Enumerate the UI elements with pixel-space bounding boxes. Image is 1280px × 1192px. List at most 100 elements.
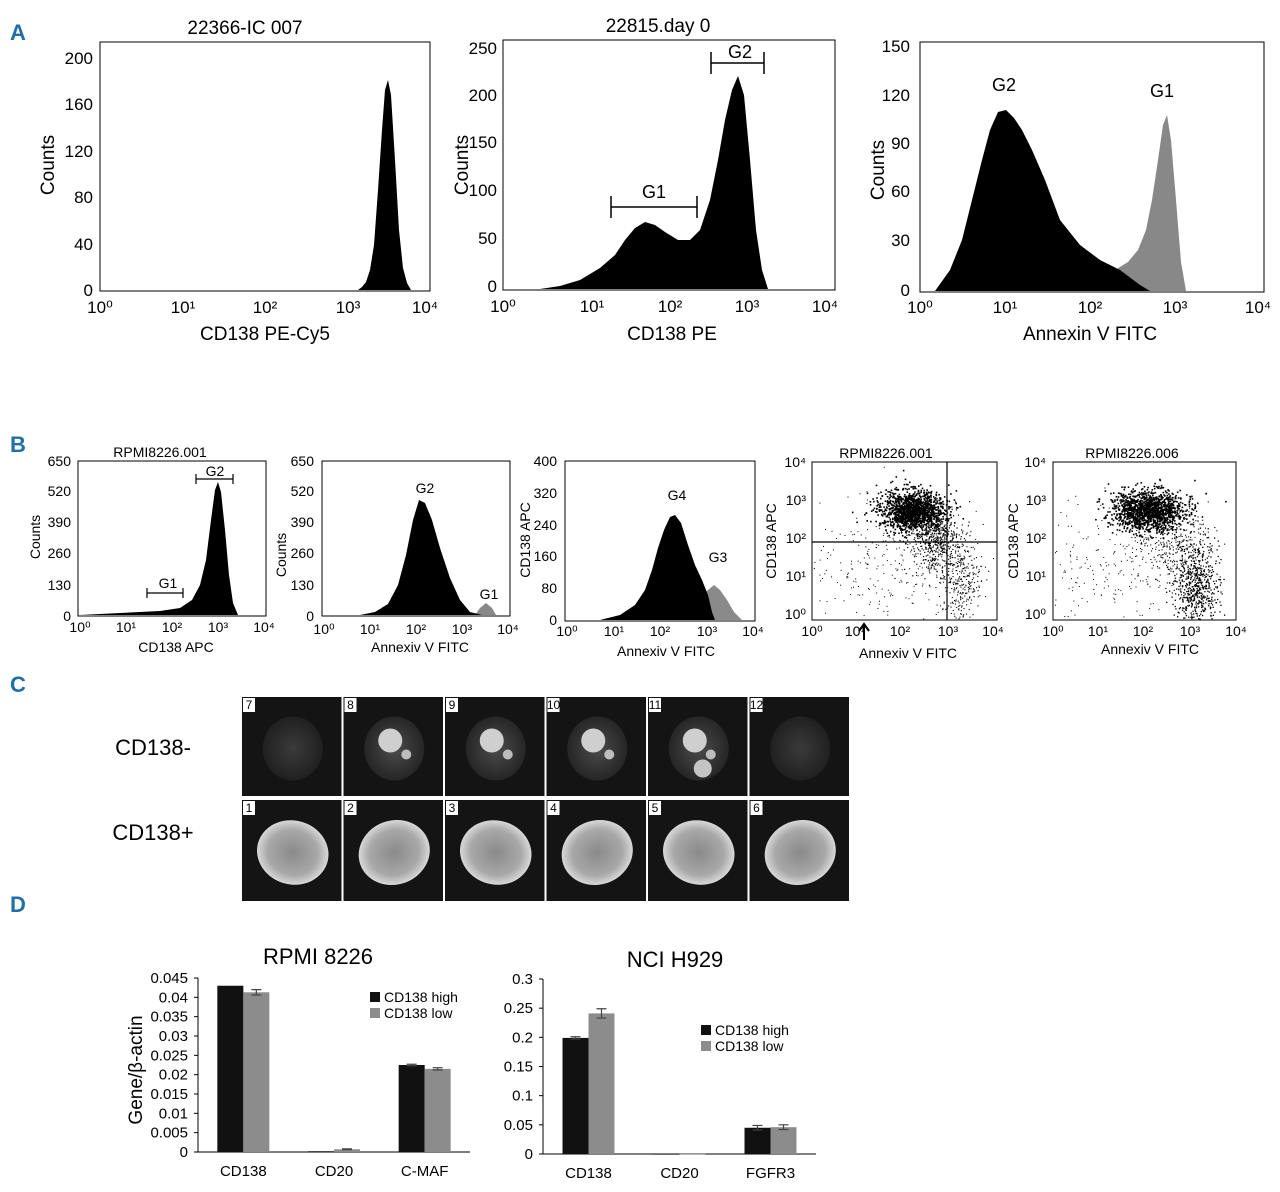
scatter-dot	[1179, 489, 1181, 492]
scatter-dot	[967, 525, 969, 527]
scatter-dot	[952, 548, 954, 551]
scatter-dot	[1147, 522, 1149, 524]
scatter-dot	[957, 550, 959, 552]
scatter-dot	[913, 508, 915, 511]
scatter-dot	[937, 532, 939, 534]
scatter-dot	[905, 483, 908, 486]
scatter-dot	[977, 571, 979, 573]
scatter-dot	[932, 522, 934, 524]
scatter-dot	[956, 587, 958, 589]
scatter-dot	[867, 553, 869, 555]
scatter-dot	[886, 496, 889, 498]
scatter-dot	[1132, 509, 1134, 512]
scatter-dot	[919, 515, 921, 517]
scatter-dot	[1059, 564, 1061, 566]
scatter-dot	[1176, 506, 1179, 509]
scatter-dot	[1200, 539, 1202, 541]
scatter-dot	[978, 586, 980, 588]
scatter-dot	[1159, 511, 1162, 514]
scatter-dot	[1151, 500, 1154, 502]
scatter-dot	[921, 517, 923, 519]
scatter-dot	[1210, 602, 1213, 604]
scatter-dot	[1214, 527, 1216, 529]
scatter-dot	[1148, 512, 1151, 515]
scatter-dot	[902, 513, 905, 515]
scatter-dot	[924, 512, 927, 515]
scatter-dot	[1119, 499, 1121, 502]
scatter-dot	[934, 542, 936, 544]
scatter-dot	[916, 515, 919, 517]
scatter-dot	[1153, 514, 1155, 517]
scatter-dot	[893, 502, 896, 505]
scatter-dot	[1169, 513, 1172, 515]
scatter-dot	[966, 566, 968, 568]
scatter-dot	[906, 536, 908, 539]
scatter-dot	[902, 529, 904, 531]
scatter-dot	[927, 549, 929, 551]
scatter-dot	[877, 514, 879, 516]
scatter-dot	[1152, 537, 1154, 539]
scatter-dot	[957, 582, 959, 584]
scatter-dot	[1113, 506, 1116, 508]
scatter-dot	[982, 523, 984, 525]
scatter-dot	[1140, 551, 1142, 553]
scatter-dot	[934, 530, 937, 532]
scatter-dot	[957, 543, 959, 545]
flow-b2-xtick: 10⁰	[313, 621, 335, 637]
scatter-dot	[931, 514, 934, 517]
scatter-dot	[927, 542, 929, 544]
scatter-dot	[1210, 614, 1212, 617]
scatter-dot	[921, 523, 923, 526]
scatter-dot	[922, 516, 924, 519]
scatter-dot	[1183, 539, 1185, 541]
scatter-dot	[1144, 498, 1146, 500]
scatter-dot	[933, 527, 936, 529]
scatter-dot	[909, 509, 911, 512]
scatter-dot	[1156, 512, 1158, 515]
scatter-dot	[966, 532, 968, 534]
scatter-dot	[1196, 613, 1198, 615]
scatter-dot	[886, 560, 888, 562]
scatter-dot	[937, 540, 939, 541]
scatter-dot	[938, 514, 941, 516]
scatter-dot	[1195, 584, 1197, 587]
scatter-dot	[949, 582, 951, 584]
flow-a2-ytick: 200	[469, 86, 497, 105]
scatter-dot	[830, 554, 832, 556]
flow-b3-gate-g3: G3	[709, 549, 728, 565]
scatter-dot	[907, 483, 909, 486]
scatter-dot	[1134, 508, 1136, 511]
scatter-dot	[908, 598, 910, 600]
scatter-dot	[913, 502, 915, 504]
scatter-dot	[1171, 504, 1174, 506]
scatter-dot	[1171, 510, 1174, 513]
scatter-dot	[1151, 550, 1153, 552]
scatter-dot	[1144, 512, 1146, 515]
scatter-dot	[937, 546, 939, 548]
scatter-dot	[1132, 495, 1134, 497]
scatter-dot	[877, 607, 879, 609]
scatter-dot	[921, 537, 924, 539]
scatter-dot	[1074, 614, 1076, 616]
scatter-dot	[942, 528, 944, 530]
flow-b1-frame	[77, 460, 267, 617]
scatter-dot	[899, 505, 902, 507]
scatter-dot	[1192, 594, 1194, 596]
scatter-dot	[1137, 514, 1139, 517]
scatter-dot	[1150, 491, 1153, 493]
scatter-dot	[1203, 570, 1206, 573]
scatter-dot	[1122, 507, 1125, 510]
scatter-dot	[943, 560, 945, 562]
scatter-dot	[940, 543, 942, 545]
scatter-dot	[1139, 534, 1141, 537]
scatter-dot	[926, 501, 929, 503]
scatter-dot	[955, 600, 957, 602]
scatter-dot	[1150, 500, 1152, 502]
scatter-dot	[955, 588, 957, 590]
scatter-dot	[868, 588, 870, 589]
scatter-dot	[993, 558, 995, 560]
scatter-dot	[1197, 502, 1199, 505]
scatter-dot	[866, 553, 868, 554]
scatter-dot	[901, 569, 903, 571]
scatter-dot	[866, 563, 868, 565]
